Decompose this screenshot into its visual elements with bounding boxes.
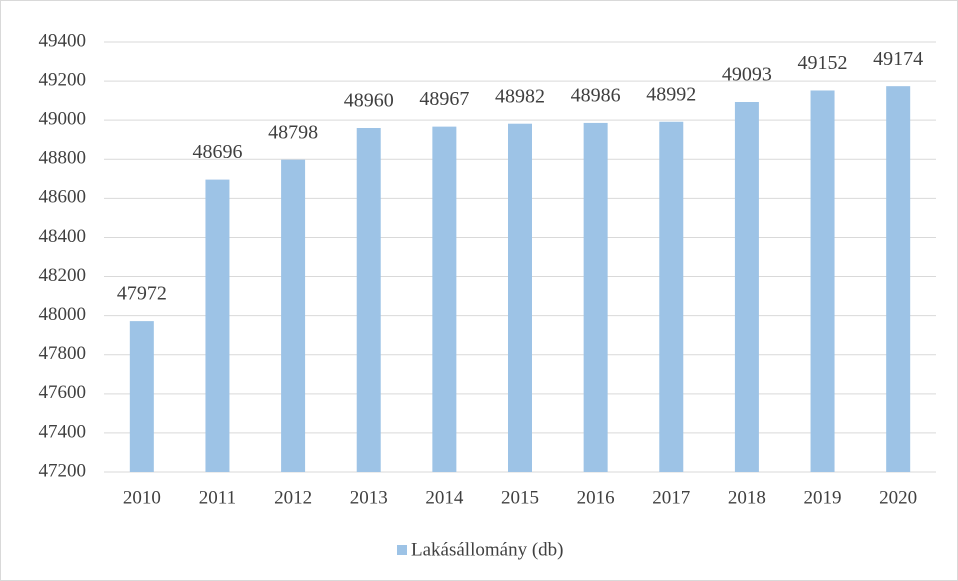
- data-label: 49093: [722, 64, 772, 86]
- bar: [583, 122, 608, 472]
- x-tick-label: 2012: [274, 487, 312, 508]
- data-label: 48986: [571, 85, 621, 107]
- y-tick-label: 48400: [39, 226, 87, 247]
- x-tick-label: 2010: [123, 487, 161, 508]
- y-tick-label: 47200: [39, 460, 87, 481]
- y-tick-label: 48200: [39, 265, 87, 286]
- data-label: 48696: [192, 141, 242, 163]
- bar: [281, 159, 306, 472]
- y-tick-label: 48800: [39, 148, 87, 169]
- x-tick-label: 2014: [425, 487, 464, 508]
- x-tick-label: 2011: [199, 487, 236, 508]
- data-label: 48992: [646, 83, 696, 105]
- x-tick-label: 2013: [350, 487, 388, 508]
- bar: [886, 86, 911, 472]
- y-tick-label: 49000: [39, 109, 87, 130]
- data-label: 48967: [419, 88, 469, 110]
- x-tick-label: 2015: [501, 487, 539, 508]
- y-tick-label: 48000: [39, 304, 87, 325]
- data-label: 49152: [798, 52, 848, 74]
- x-tick-label: 2017: [652, 487, 690, 508]
- data-label: 48982: [495, 85, 545, 107]
- y-tick-label: 48600: [39, 187, 87, 208]
- bar: [810, 90, 835, 473]
- y-tick-label: 49400: [39, 30, 87, 51]
- y-tick-label: 49200: [39, 69, 87, 90]
- bar: [356, 128, 381, 472]
- legend-label: Lakásállomány (db): [411, 539, 563, 560]
- y-tick-label: 47600: [39, 382, 87, 403]
- bar: [734, 102, 759, 472]
- bar: [129, 321, 154, 472]
- data-label: 49174: [873, 48, 923, 70]
- x-tick-label: 2020: [879, 487, 917, 508]
- bar: [508, 123, 532, 472]
- legend-swatch: [397, 545, 407, 555]
- x-tick-label: 2016: [577, 487, 615, 508]
- bar: [205, 179, 230, 472]
- data-label: 48960: [344, 90, 394, 112]
- y-tick-label: 47800: [39, 343, 87, 364]
- data-label: 48798: [268, 121, 318, 143]
- data-label: 47972: [117, 283, 167, 305]
- bar: [659, 121, 684, 472]
- x-tick-label: 2019: [804, 487, 842, 508]
- y-tick-label: 47400: [39, 421, 87, 442]
- x-tick-label: 2018: [728, 487, 766, 508]
- bar: [432, 126, 457, 472]
